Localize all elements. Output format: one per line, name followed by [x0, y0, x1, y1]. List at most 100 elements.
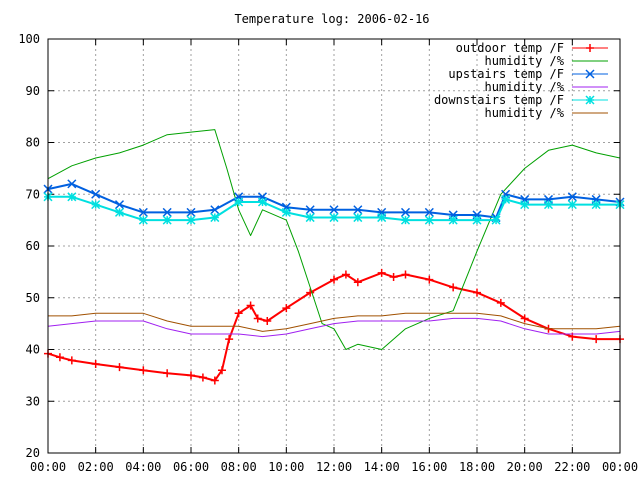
data-point	[139, 366, 148, 375]
x-tick-label: 12:00	[316, 460, 352, 474]
x-tick-label: 00:00	[602, 460, 638, 474]
data-point	[491, 215, 501, 225]
data-point	[353, 205, 363, 215]
legend-entry: humidity /%	[485, 106, 608, 120]
data-point	[305, 205, 315, 215]
data-point	[520, 200, 530, 210]
series-line	[48, 312, 621, 332]
data-point	[138, 207, 148, 217]
data-point	[586, 44, 594, 52]
y-tick-label: 30	[26, 394, 40, 408]
data-point	[163, 369, 172, 378]
legend-label: outdoor temp /F	[456, 41, 564, 55]
series-5	[48, 312, 621, 332]
data-point	[353, 278, 362, 287]
series-line	[47, 182, 621, 219]
y-tick-label: 70	[26, 187, 40, 201]
chart-title: Temperature log: 2006-02-16	[234, 12, 429, 26]
data-point	[496, 298, 505, 307]
data-point	[329, 213, 339, 223]
y-tick-label: 80	[26, 136, 40, 150]
data-point	[217, 366, 226, 375]
data-point	[520, 314, 529, 323]
data-point	[55, 353, 64, 362]
data-point	[567, 200, 577, 210]
data-point	[281, 207, 291, 217]
data-point	[401, 270, 410, 279]
data-point	[585, 69, 595, 79]
data-point	[138, 215, 148, 225]
data-point	[67, 356, 76, 365]
data-point	[330, 275, 338, 284]
legend-label: humidity /%	[485, 80, 565, 94]
x-tick-label: 20:00	[507, 460, 543, 474]
series-line	[47, 129, 621, 350]
legend-entry: outdoor temp /F	[456, 41, 608, 55]
data-point	[186, 215, 196, 225]
data-point	[389, 273, 398, 282]
legend-label: humidity /%	[485, 54, 565, 68]
data-point	[115, 363, 124, 372]
data-point	[198, 373, 207, 382]
data-point	[263, 317, 272, 326]
x-tick-label: 16:00	[411, 460, 447, 474]
data-point	[253, 314, 262, 323]
legend-entry: downstairs temp /F	[434, 93, 608, 107]
data-point	[424, 215, 434, 225]
grid	[48, 39, 620, 453]
data-point	[234, 197, 244, 207]
data-point	[114, 207, 125, 217]
x-axis: 00:00 02:00 04:00 06:00 08:00 10:00 12:00 14:00…	[30, 39, 638, 474]
data-point	[187, 371, 195, 380]
y-tick-label: 90	[26, 84, 40, 98]
series-line	[47, 317, 621, 338]
data-point	[162, 215, 172, 225]
data-point	[501, 194, 511, 204]
x-tick-label: 06:00	[173, 460, 209, 474]
data-point	[448, 215, 458, 225]
data-point	[257, 197, 268, 207]
y-tick-label: 50	[26, 291, 40, 305]
data-point	[353, 213, 363, 223]
series-0	[44, 268, 624, 385]
data-point	[91, 189, 101, 199]
data-point	[210, 205, 220, 215]
data-point	[591, 200, 601, 210]
data-point	[424, 207, 434, 217]
x-tick-label: 02:00	[78, 460, 114, 474]
data-point	[225, 335, 234, 344]
y-tick-label: 60	[26, 239, 40, 253]
legend-entry: humidity /%	[485, 54, 608, 68]
y-axis: 20 30 40 50 60 70 80 90 100	[18, 32, 620, 460]
data-point	[585, 95, 595, 105]
series-3	[47, 317, 621, 338]
legend-label: humidity /%	[485, 106, 565, 120]
x-tick-label: 10:00	[268, 460, 304, 474]
legend-entry: humidity /%	[485, 80, 608, 94]
data-point	[91, 200, 101, 210]
data-point	[210, 213, 220, 223]
data-point	[162, 207, 172, 217]
y-tick-label: 20	[26, 446, 40, 460]
series-1	[47, 129, 621, 350]
legend-label: upstairs temp /F	[448, 67, 564, 81]
data-point	[306, 288, 315, 297]
legend-label: downstairs temp /F	[434, 93, 564, 107]
data-point	[67, 179, 77, 189]
data-point	[282, 304, 291, 313]
data-point	[567, 192, 577, 202]
data-point	[377, 268, 386, 277]
data-point	[473, 288, 481, 297]
data-point	[449, 283, 458, 292]
data-point	[400, 207, 411, 217]
x-tick-label: 18:00	[459, 460, 495, 474]
data-point	[400, 215, 411, 225]
x-tick-label: 14:00	[364, 460, 400, 474]
data-point	[186, 207, 196, 217]
data-point	[472, 215, 482, 225]
y-tick-label: 40	[26, 343, 40, 357]
data-point	[210, 376, 219, 385]
data-point	[305, 213, 315, 223]
